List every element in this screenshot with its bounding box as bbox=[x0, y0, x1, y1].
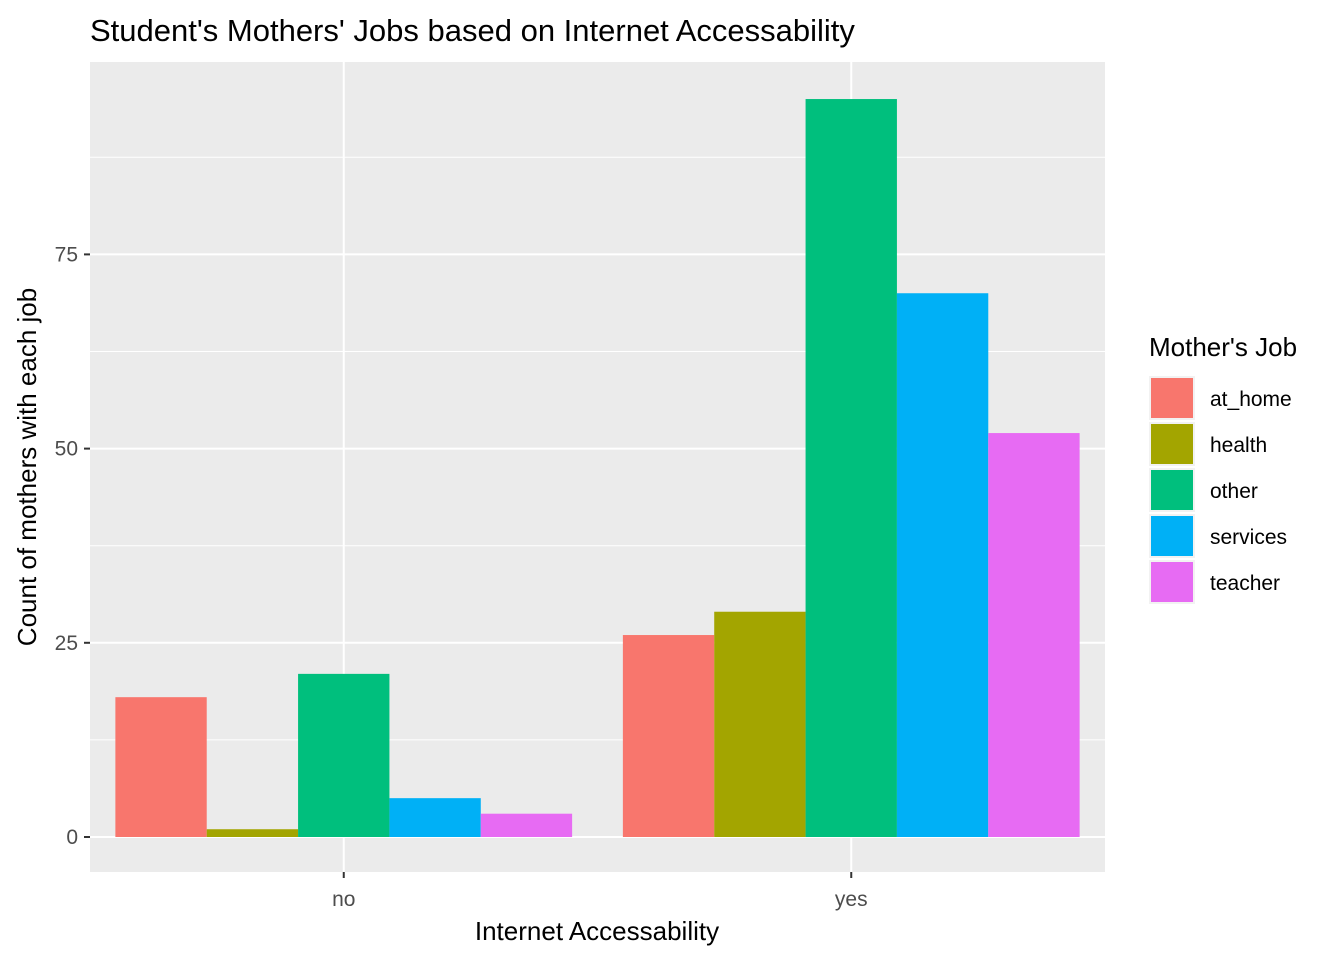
x-tick-label: yes bbox=[835, 888, 868, 911]
bar-yes-services bbox=[897, 293, 988, 837]
legend-label-health: health bbox=[1210, 434, 1267, 457]
y-tick-label: 0 bbox=[66, 826, 78, 849]
legend-swatch-health bbox=[1151, 424, 1193, 464]
bar-yes-other bbox=[806, 99, 897, 837]
bar-yes-teacher bbox=[988, 433, 1079, 837]
bar-no-at_home bbox=[115, 697, 206, 837]
bar-no-teacher bbox=[481, 814, 572, 837]
legend-swatch-other bbox=[1151, 470, 1193, 510]
legend-title: Mother's Job bbox=[1149, 332, 1297, 362]
bar-no-services bbox=[389, 798, 480, 837]
y-axis-title: Count of mothers with each job bbox=[12, 288, 42, 646]
legend-swatch-at_home bbox=[1151, 378, 1193, 418]
legend-swatch-services bbox=[1151, 516, 1193, 556]
legend-label-services: services bbox=[1210, 526, 1287, 549]
bar-no-health bbox=[207, 829, 298, 837]
bar-yes-at_home bbox=[623, 635, 714, 837]
bar-no-other bbox=[298, 674, 389, 837]
y-tick-label: 25 bbox=[55, 632, 78, 655]
chart-title: Student's Mothers' Jobs based on Interne… bbox=[90, 13, 855, 48]
legend-label-other: other bbox=[1210, 480, 1258, 503]
bar-yes-health bbox=[714, 612, 805, 837]
y-tick-label: 50 bbox=[55, 438, 78, 461]
x-axis-title: Internet Accessability bbox=[475, 916, 719, 946]
x-tick-label: no bbox=[332, 888, 355, 911]
y-tick-label: 75 bbox=[55, 243, 78, 266]
legend-swatch-teacher bbox=[1151, 562, 1193, 602]
legend-label-teacher: teacher bbox=[1210, 572, 1280, 595]
legend-label-at_home: at_home bbox=[1210, 388, 1292, 411]
